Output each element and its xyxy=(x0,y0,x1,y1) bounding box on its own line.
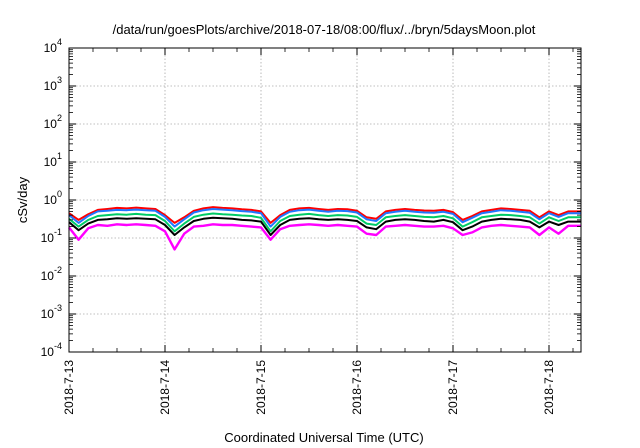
x-axis-title: Coordinated Universal Time (UTC) xyxy=(224,430,423,445)
y-tick-label: 100 xyxy=(44,189,62,207)
y-tick-labels: 10-4 10-3 10-2 10-1 100 101 102 103 104 xyxy=(41,37,62,359)
x-tick-label: 2018-7-15 xyxy=(254,360,268,415)
x-tick-label: 2018-7-17 xyxy=(446,360,460,415)
y-tick-label: 103 xyxy=(44,75,62,93)
ticks xyxy=(68,47,581,353)
x-tick-label: 2018-7-14 xyxy=(158,360,172,415)
series-line xyxy=(68,216,581,236)
y-tick-label: 10-1 xyxy=(41,227,62,245)
y-tick-label: 10-4 xyxy=(41,341,62,359)
y-tick-label: 10-2 xyxy=(41,265,62,283)
series-line xyxy=(68,212,581,233)
y-tick-label: 104 xyxy=(44,37,62,55)
x-tick-label: 2018-7-18 xyxy=(542,360,556,415)
series-line xyxy=(68,208,581,228)
series-line xyxy=(68,223,581,251)
series-line xyxy=(68,206,581,224)
chart-title: /data/run/goesPlots/archive/2018-07-18/0… xyxy=(113,22,536,37)
x-tick-label: 2018-7-13 xyxy=(62,360,76,415)
y-tick-label: 101 xyxy=(44,151,62,169)
y-tick-label: 102 xyxy=(44,113,62,131)
x-tick-labels: 2018-7-13 2018-7-14 2018-7-15 2018-7-16 2018… xyxy=(62,360,556,415)
series-group xyxy=(68,206,581,251)
grid xyxy=(69,48,581,352)
y-axis-title: cSv/day xyxy=(15,176,30,223)
y-tick-label: 10-3 xyxy=(41,303,62,321)
x-tick-label: 2018-7-16 xyxy=(350,360,364,415)
